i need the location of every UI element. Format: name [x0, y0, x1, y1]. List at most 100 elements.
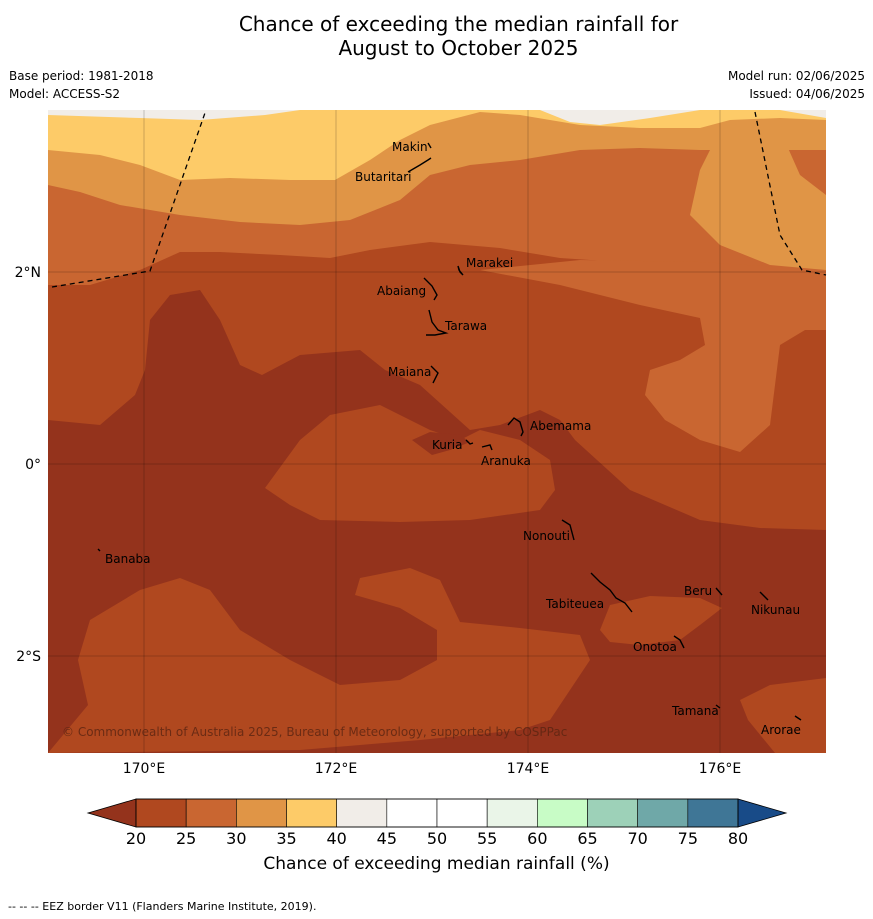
eez-border-west [51, 109, 207, 288]
label-abemama: Abemama [530, 419, 591, 433]
eez-border [51, 109, 827, 288]
colorbar-label: 30 [226, 829, 246, 848]
band-20-25-islet-3 [600, 596, 722, 645]
colorbar-label: 40 [326, 829, 346, 848]
label-tamana: Tamana [671, 704, 719, 718]
colorbar-cell [336, 798, 388, 828]
colorbar-cell [587, 798, 638, 828]
map-copyright: © Commonwealth of Australia 2025, Bureau… [62, 725, 567, 739]
x-tick-176e: 176°E [699, 761, 742, 777]
band-40-45-b [48, 110, 300, 120]
label-kuria: Kuria [432, 438, 463, 452]
x-tick-174e: 174°E [507, 761, 550, 777]
eez-border-east [754, 111, 827, 276]
model-name: Model: ACCESS-S2 [9, 87, 121, 101]
label-tabiteuea: Tabiteuea [545, 597, 604, 611]
map-title: Chance of exceeding the median rainfall … [0, 12, 873, 60]
island-nikunau [759, 591, 769, 601]
colorbar-cell [637, 798, 689, 828]
label-butaritari: Butaritari [355, 170, 412, 184]
island-butaritari [407, 157, 432, 173]
colorbar-cell [185, 798, 237, 828]
colorbar-cell [386, 798, 438, 828]
island-maiana [430, 365, 439, 384]
island-tamana [715, 704, 721, 709]
label-aranuka: Aranuka [481, 454, 531, 468]
band-25-30-east [480, 260, 826, 452]
label-onotoa: Onotoa [633, 640, 677, 654]
x-tick-172e: 172°E [315, 761, 358, 777]
colorbar-cell [286, 798, 337, 828]
y-tick-2s: 2°S [16, 649, 41, 665]
island-nonouti [561, 519, 575, 541]
label-makin: Makin [392, 140, 428, 154]
label-maiana: Maiana [388, 365, 431, 379]
place-labels: Makin Butaritari Marakei Abaiang Tarawa … [105, 140, 801, 737]
label-tarawa: Tarawa [444, 319, 487, 333]
colorbar-cell [436, 798, 488, 828]
island-marakei [457, 265, 464, 276]
colorbar-label: 35 [276, 829, 296, 848]
label-banaba: Banaba [105, 552, 151, 566]
colorbar-cell [135, 798, 187, 828]
title-line-1: Chance of exceeding the median rainfall … [238, 12, 679, 36]
colorbar-label: 60 [527, 829, 547, 848]
island-banaba [97, 548, 101, 552]
graticule [48, 110, 826, 753]
colorbar-title: Chance of exceeding median rainfall (%) [263, 854, 610, 874]
y-tick-0: 0° [25, 457, 41, 473]
colorbar-label: 55 [477, 829, 497, 848]
island-beru [715, 587, 723, 596]
meta-right: Model run: 02/06/2025 Issued: 04/06/2025 [728, 67, 865, 103]
island-makin [427, 142, 432, 149]
colorbar-high-arrow [737, 798, 788, 828]
island-tabiteuea [590, 572, 633, 613]
colorbar-label: 45 [377, 829, 397, 848]
x-tick-170e: 170°E [123, 761, 166, 777]
colorbar-cell [537, 798, 588, 828]
colorbar-label: 50 [427, 829, 447, 848]
island-tarawa [426, 309, 449, 336]
axis-ticks: 170°E 172°E 174°E 176°E 2°N 0° 2°S [15, 265, 742, 777]
issued-date: Issued: 04/06/2025 [749, 87, 865, 101]
colorbar: 20 25 30 35 40 45 50 55 60 65 70 75 80 [86, 798, 788, 848]
band-20-25-islet-1 [265, 405, 555, 522]
colorbar-cell [486, 798, 538, 828]
model-run: Model run: 02/06/2025 [727, 69, 865, 83]
island-abaiang [423, 277, 438, 301]
label-beru: Beru [684, 584, 712, 598]
colorbar-label: 70 [627, 829, 647, 848]
base-period: Base period: 1981-2018 [9, 69, 154, 83]
colorbar-low-arrow [86, 798, 137, 828]
label-nikunau: Nikunau [751, 603, 800, 617]
label-marakei: Marakei [466, 256, 513, 270]
island-onotoa [673, 635, 685, 649]
islands [97, 142, 802, 721]
island-kuria [465, 439, 474, 445]
colorbar-cell [687, 798, 739, 828]
band-40-45-c [540, 110, 700, 125]
colorbar-labels: 20 25 30 35 40 45 50 55 60 65 70 75 80 [126, 829, 748, 848]
map-field [48, 110, 826, 753]
colorbar-cell [236, 798, 287, 828]
band-below-20-patch [412, 432, 470, 455]
band-20-25-islet-4 [740, 678, 826, 753]
band-20-25-islet-2 [48, 568, 590, 753]
y-tick-2n: 2°N [15, 265, 41, 281]
label-nonouti: Nonouti [523, 529, 570, 543]
colorbar-cells [135, 798, 739, 828]
footer-note: -- -- -- EEZ border V11 (Flanders Marine… [8, 900, 317, 913]
colorbar-label: 75 [678, 829, 698, 848]
colorbar-label: 25 [176, 829, 196, 848]
colorbar-label: 20 [126, 829, 146, 848]
colorbar-label: 80 [728, 829, 748, 848]
title-line-2: August to October 2025 [338, 36, 579, 60]
label-abaiang: Abaiang [377, 284, 426, 298]
island-arorae [794, 715, 802, 721]
label-arorae: Arorae [761, 723, 801, 737]
meta-left: Base period: 1981-2018 Model: ACCESS-S2 [9, 67, 154, 103]
island-abemama [507, 417, 524, 437]
colorbar-label: 65 [577, 829, 597, 848]
band-35-40 [48, 110, 826, 180]
